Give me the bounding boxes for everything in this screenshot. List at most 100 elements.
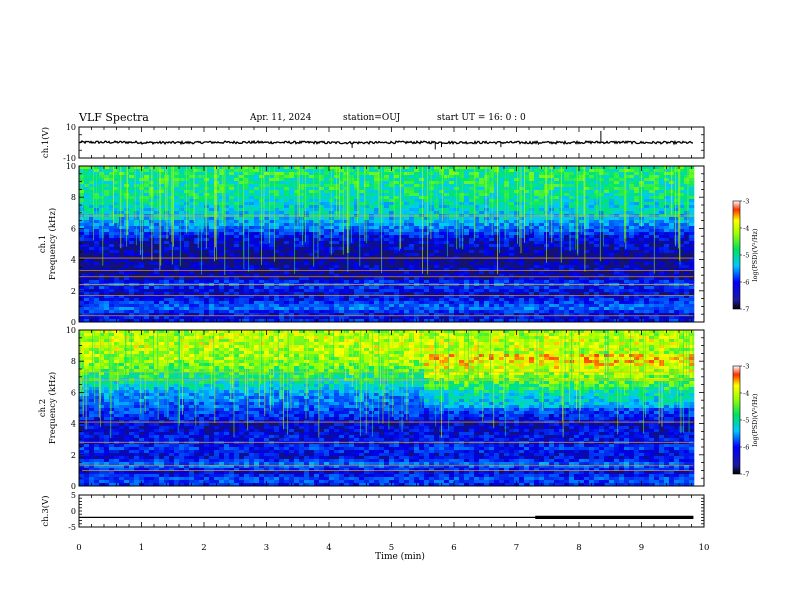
ch1-spectrogram-cell: [264, 181, 270, 185]
ch1-spectrogram-cell: [519, 265, 525, 269]
ch1-spectrogram-cell: [234, 259, 240, 263]
ch1-spectrogram-cell: [384, 235, 390, 239]
ch1-spectrogram-cell: [79, 265, 85, 269]
ch1-spectrogram-cell: [394, 247, 400, 251]
ch1-spectrogram-cell: [179, 277, 185, 281]
ch1-spectrogram-cell: [159, 244, 165, 248]
ch1-spectrogram-cell: [294, 253, 300, 257]
ch1-spectrogram-cell: [139, 208, 145, 212]
ch1-spectrogram-cell: [204, 274, 210, 278]
ch1-spectrogram-cell: [224, 250, 230, 254]
ch1-spectrogram-cell: [304, 229, 310, 233]
ch1-spectrogram-cell: [369, 166, 375, 170]
ch1-spectrogram-cell: [109, 193, 115, 197]
ch1-spectrogram-cell: [604, 235, 610, 239]
ch1-spectrogram-cell: [689, 169, 695, 173]
ch1-spectrogram-cell: [599, 211, 605, 215]
ch1-spectrogram-cell: [299, 166, 305, 170]
ch1-spectrogram-cell: [179, 268, 185, 272]
ch1-spectrogram-cell: [339, 274, 345, 278]
ch1-spectrogram-cell: [289, 241, 295, 245]
ch1-spectrogram-cell: [424, 184, 430, 188]
ch1-spectrogram-cell: [119, 169, 125, 173]
ch1-spectrogram-cell: [114, 247, 120, 251]
ch1-spectrogram-cell: [179, 217, 185, 221]
ch1-spectrogram-cell: [229, 274, 235, 278]
ch1-spectrogram-cell: [459, 274, 465, 278]
ch1-spectrogram-cell: [484, 187, 490, 191]
ch1-spectrogram-cell: [399, 250, 405, 254]
ch1-spectrogram-cell: [599, 220, 605, 224]
ch1-spectrogram-cell: [254, 247, 260, 251]
ch1-spectrogram-cell: [604, 193, 610, 197]
ch1-spectrogram-cell: [654, 217, 660, 221]
ch1-spectrogram-cell: [264, 184, 270, 188]
ch1-spectrogram-cell: [374, 199, 380, 203]
ch1-spectrogram-cell: [634, 178, 640, 182]
ch1-spectrogram-cell: [614, 268, 620, 272]
ch1-spectrogram-cell: [639, 229, 645, 233]
ch1-spectrogram-cell: [419, 259, 425, 263]
ch1-spectrogram-cell: [194, 229, 200, 233]
ch1-spectrogram-cell: [529, 271, 535, 275]
ch1-spectrogram-cell: [319, 193, 325, 197]
ch1-spectrogram-cell: [229, 241, 235, 245]
ch1-spectrogram-cell: [119, 265, 125, 269]
ch1-spectrogram-cell: [539, 253, 545, 257]
ch1-spectrogram-cell: [114, 235, 120, 239]
ch1-spectrogram-cell: [194, 199, 200, 203]
ch1-spectrogram-cell: [209, 277, 215, 281]
ch1-spectrogram-cell: [604, 274, 610, 278]
ch1-spectrogram-cell: [589, 184, 595, 188]
ch1-spectrogram-cell: [279, 211, 285, 215]
ch1-spectrogram-cell: [94, 223, 100, 227]
ch1-spectrogram-cell: [284, 268, 290, 272]
ch1-spectrogram-cell: [524, 187, 530, 191]
ch1-spectrogram-cell: [649, 244, 655, 248]
ch1-spectrogram-cell: [614, 232, 620, 236]
ch1-spectrogram-cell: [399, 211, 405, 215]
ch1-spectrogram-cell: [559, 250, 565, 254]
ch1-spectrogram-cell: [249, 217, 255, 221]
ch1-spectrogram-cell: [269, 274, 275, 278]
ch1-spectrogram-cell: [444, 253, 450, 257]
ch1-spectrogram-cell: [314, 232, 320, 236]
ch1-spectrogram-cell: [659, 226, 665, 230]
ch1-spectrogram-cell: [314, 217, 320, 221]
ch1-spectrogram-cell: [584, 259, 590, 263]
ch1-spectrogram-cell: [534, 259, 540, 263]
ch1-spectrogram-cell: [559, 238, 565, 242]
ch1-spectrogram-cell: [459, 202, 465, 206]
ch1-spectrogram-cell: [109, 196, 115, 200]
ch1-spectrogram-cell: [89, 181, 95, 185]
ch1-spectrogram-cell: [179, 190, 185, 194]
ch1-spectrogram-cell: [289, 253, 295, 257]
ch1-spectrogram-cell: [679, 262, 685, 266]
ch1-spectrogram-cell: [354, 241, 360, 245]
ch1-spectrogram-cell: [514, 217, 520, 221]
ch1-spectrogram-cell: [394, 178, 400, 182]
ch1-spectrogram-cell: [519, 277, 525, 281]
ch1-spectrogram-cell: [274, 181, 280, 185]
ch1-spectrogram-cell: [254, 280, 260, 284]
ch1-spectrogram-cell: [124, 274, 130, 278]
ch1-spectrogram-cell: [94, 235, 100, 239]
ch1-spectrogram-cell: [179, 265, 185, 269]
ch1-spectrogram-cell: [229, 259, 235, 263]
ch1-spectrogram-cell: [594, 259, 600, 263]
ch1-spectrogram-cell: [409, 187, 415, 191]
ch1-spectrogram-cell: [109, 232, 115, 236]
ch1-spectrogram-cell: [674, 229, 680, 233]
ch1-spectrogram-cell: [524, 184, 530, 188]
ch1-spectrogram-cell: [404, 166, 410, 170]
ch1-spectrogram-cell: [154, 199, 160, 203]
ch1-spectrogram-cell: [369, 175, 375, 179]
ch1-spectrogram-cell: [264, 238, 270, 242]
ch1-spectrogram-cell: [409, 166, 415, 170]
ch1-spectrogram-cell: [339, 232, 345, 236]
ch1-spectrogram-cell: [359, 190, 365, 194]
ch1-spectrogram-cell: [114, 199, 120, 203]
ch1-spectrogram-cell: [649, 184, 655, 188]
ch1-spectrogram-cell: [389, 226, 395, 230]
ch1-spectrogram-cell: [489, 274, 495, 278]
